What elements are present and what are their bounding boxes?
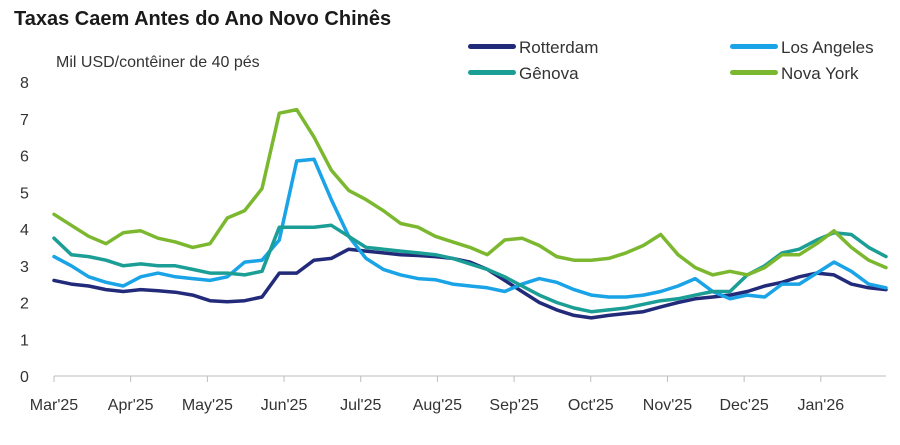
y-tick-label: 6 — [20, 149, 29, 166]
x-tick-label: Nov'25 — [643, 397, 692, 414]
legend-item-nova-york[interactable]: Nova York — [730, 64, 859, 84]
series-line-los-angeles[interactable] — [52, 157, 888, 301]
x-tick-label: Apr'25 — [108, 397, 154, 414]
legend-label-nova-york: Nova York — [781, 64, 859, 83]
y-tick-label: 1 — [20, 332, 29, 349]
legend-label-los-angeles: Los Angeles — [781, 38, 874, 57]
series-lines — [52, 107, 888, 320]
y-tick-label: 4 — [20, 222, 29, 239]
legend-item-los-angeles[interactable]: Los Angeles — [730, 38, 874, 58]
legend-swatch-los-angeles — [730, 44, 778, 50]
x-tick-label: Jun'25 — [261, 397, 308, 414]
y-tick-label: 8 — [20, 75, 29, 92]
y-axis-ticks: 0 1 2 3 4 5 6 7 8 — [20, 75, 29, 386]
chart-title: Taxas Caem Antes do Ano Novo Chinês — [14, 8, 392, 30]
x-tick-label: Jul'25 — [340, 397, 381, 414]
y-axis-unit-label: Mil USD/contêiner de 40 pés — [56, 54, 260, 71]
legend-item-rotterdam[interactable]: Rotterdam — [468, 38, 598, 58]
x-tick-label: Mar'25 — [30, 397, 79, 414]
legend-swatch-rotterdam — [468, 44, 516, 50]
y-tick-label: 5 — [20, 185, 29, 202]
y-tick-label: 7 — [20, 112, 29, 129]
y-tick-label: 3 — [20, 259, 29, 276]
series-line-rotterdam[interactable] — [52, 247, 888, 320]
legend-label-genova: Gênova — [519, 64, 579, 83]
x-tick-label: May'25 — [182, 397, 233, 414]
legend-swatch-genova — [468, 70, 516, 76]
legend-item-genova[interactable]: Gênova — [468, 64, 579, 84]
y-tick-label: 0 — [20, 369, 29, 386]
series-line-nova-york[interactable] — [52, 107, 888, 277]
legend-swatch-nova-york — [730, 70, 778, 76]
y-tick-label: 2 — [20, 296, 29, 313]
x-axis-ticks: Mar'25 Apr'25 May'25 Jun'25 Jul'25 Aug'25 Sep'… — [30, 376, 844, 414]
x-tick-label: Oct'25 — [568, 397, 614, 414]
x-tick-label: Aug'25 — [413, 397, 462, 414]
x-tick-label: Jan'26 — [797, 397, 844, 414]
x-tick-label: Dec'25 — [719, 397, 768, 414]
x-tick-label: Sep'25 — [489, 397, 538, 414]
legend-label-rotterdam: Rotterdam — [519, 38, 599, 57]
